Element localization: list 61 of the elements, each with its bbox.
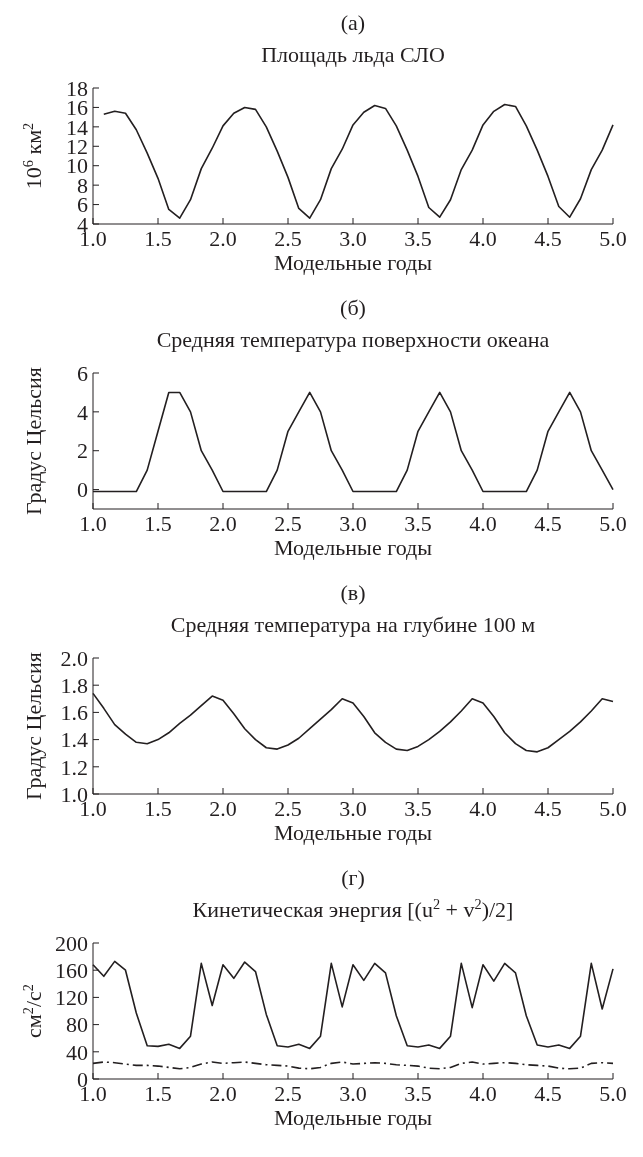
x-tick-label: 5.0 [599, 796, 627, 821]
x-tick-label: 4.5 [534, 226, 562, 251]
x-tick-label: 2.0 [209, 796, 237, 821]
x-tick-label: 1.5 [144, 796, 172, 821]
y-tick-label: 2.0 [60, 645, 88, 671]
y-tick-label: 6 [77, 360, 88, 386]
y-tick-label: 4 [77, 399, 88, 425]
x-tick-label: 1.5 [144, 511, 172, 536]
x-tick-label: 4.0 [469, 511, 497, 536]
x-tick-label: 3.0 [339, 796, 367, 821]
x-tick-label: 3.5 [404, 796, 432, 821]
x-tick-label: 4.5 [534, 796, 562, 821]
chart-subtitle: Кинетическая энергия [(u$^{2}$ + v$^{2}$)/2] [192, 896, 514, 922]
y-tick-label: 2 [77, 438, 88, 464]
x-axis-title: Модельные годы [274, 250, 433, 275]
x-tick-label: 4.0 [469, 796, 497, 821]
y-tick-label: 0 [77, 477, 88, 503]
x-axis-title: Модельные годы [274, 1105, 433, 1130]
x-tick-label: 4.5 [534, 511, 562, 536]
x-tick-label: 2.5 [274, 511, 302, 536]
x-tick-label: 1.5 [144, 226, 172, 251]
y-tick-label: 160 [55, 957, 88, 983]
x-axis-title: Модельные годы [274, 535, 433, 560]
x-tick-label: 2.5 [274, 226, 302, 251]
line-series [102, 103, 614, 219]
chart-subtitle: Площадь льда СЛО [261, 42, 445, 67]
y-tick-label: 1.4 [60, 727, 88, 753]
x-tick-label: 4.5 [534, 1081, 562, 1106]
x-tick-label: 3.5 [404, 226, 432, 251]
x-tick-label: 1.5 [144, 1081, 172, 1106]
chart-title: (б) [340, 295, 366, 320]
y-tick-label: 1.2 [60, 754, 88, 780]
y-tick-label: 40 [66, 1039, 88, 1065]
x-axis-title: Модельные годы [274, 820, 433, 845]
chart-title: (a) [340, 10, 366, 35]
x-tick-label: 5.0 [599, 226, 627, 251]
x-tick-label: 2.0 [209, 226, 237, 251]
x-tick-label: 5.0 [599, 1081, 627, 1106]
y-tick-label: 1.8 [60, 672, 88, 698]
x-tick-label: 4.0 [469, 1081, 497, 1106]
x-tick-label: 2.5 [274, 1081, 302, 1106]
x-tick-label: 3.0 [339, 511, 367, 536]
chart-title: (в) [340, 580, 366, 605]
y-axis-title: Градус Цельсия [21, 652, 46, 800]
y-tick-label: 1.6 [60, 700, 88, 726]
y-tick-label: 80 [66, 1012, 88, 1038]
x-tick-label: 2.0 [209, 511, 237, 536]
x-tick-label: 3.5 [404, 1081, 432, 1106]
x-tick-label: 3.5 [404, 511, 432, 536]
x-tick-label: 4.0 [469, 226, 497, 251]
y-tick-label: 200 [55, 930, 88, 956]
x-tick-label: 2.0 [209, 1081, 237, 1106]
chart-subtitle: Средняя температура поверхности океана [156, 327, 550, 352]
chart-subtitle: Средняя температура на глубине 100 м [170, 612, 536, 637]
chart-title: (г) [341, 865, 365, 890]
y-axis-title: Градус Цельсия [21, 367, 46, 515]
x-tick-label: 2.5 [274, 796, 302, 821]
x-tick-label: 3.0 [339, 1081, 367, 1106]
y-tick-label: 120 [55, 985, 88, 1011]
x-tick-label: 3.0 [339, 226, 367, 251]
x-tick-label: 5.0 [599, 511, 627, 536]
